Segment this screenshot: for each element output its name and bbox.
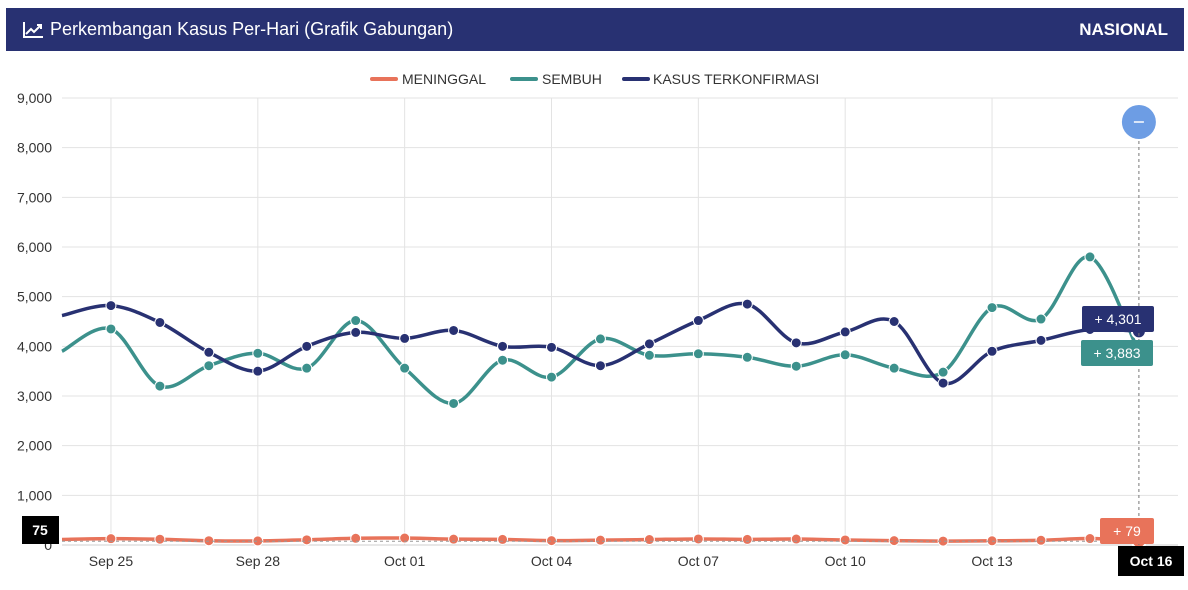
y-tick-label: 7,000	[17, 189, 52, 205]
legend-label: MENINGGAL	[402, 71, 486, 87]
sembuh-point	[1035, 313, 1047, 325]
scope-label: NASIONAL	[1079, 20, 1168, 39]
y-tick-label: 4,000	[17, 338, 52, 354]
sembuh-point	[546, 371, 557, 383]
x-tick-label: Sep 25	[89, 553, 134, 569]
line-chart-icon	[23, 21, 43, 38]
x-tick-label: Oct 13	[971, 553, 1012, 569]
sembuh-point	[741, 351, 753, 363]
kasus-terkonfirmasi-point	[546, 341, 557, 353]
kasus-terkonfirmasi-point	[105, 300, 117, 312]
tooltip-box	[1081, 340, 1153, 366]
y-tick-label: 6,000	[17, 239, 52, 255]
sembuh-point	[154, 380, 166, 392]
kasus-terkonfirmasi-point	[741, 298, 753, 310]
meninggal-point	[790, 533, 802, 545]
meninggal-point	[839, 534, 851, 546]
kasus-terkonfirmasi-point	[790, 337, 802, 349]
kasus-terkonfirmasi-point	[154, 316, 166, 328]
y-tick-label: 9,000	[17, 90, 52, 106]
legend-label: KASUS TERKONFIRMASI	[653, 71, 819, 87]
meninggal-point	[105, 533, 117, 545]
tooltip-box	[1082, 306, 1154, 332]
crosshair-x-label: Oct 16	[1130, 553, 1173, 569]
y-tick-label: 1,000	[17, 487, 52, 503]
sembuh-point	[790, 360, 802, 372]
tooltip-value: + 4,301	[1094, 311, 1141, 327]
tooltip-value: + 3,883	[1093, 345, 1140, 361]
sembuh-point	[301, 362, 313, 374]
x-tick-label: Sep 28	[236, 553, 281, 569]
meninggal-point	[154, 533, 166, 545]
sembuh-point	[252, 347, 264, 359]
sembuh-point	[105, 323, 117, 335]
crosshair-y-label: 75	[32, 522, 48, 538]
x-tick-label: Oct 10	[825, 553, 866, 569]
kasus-terkonfirmasi-point	[643, 338, 655, 350]
x-tick-label: Oct 07	[678, 553, 719, 569]
x-tick-label: Oct 04	[531, 553, 572, 569]
crosshair-y-label-box	[22, 516, 59, 544]
meninggal-point	[1035, 534, 1047, 546]
kasus-terkonfirmasi-point	[937, 377, 949, 389]
meninggal-point	[203, 535, 215, 547]
x-tick-label: Oct 01	[384, 553, 425, 569]
y-tick-label: 3,000	[17, 388, 52, 404]
kasus-terkonfirmasi-point	[692, 315, 704, 327]
kasus-terkonfirmasi-point	[203, 346, 215, 358]
kasus-terkonfirmasi-line	[61, 301, 1139, 386]
y-tick-label: 2,000	[17, 438, 52, 454]
sembuh-point	[497, 354, 509, 366]
kasus-terkonfirmasi-point	[888, 316, 900, 327]
legend-label: SEMBUH	[542, 71, 602, 87]
y-tick-label: 5,000	[17, 289, 52, 305]
chart-title: Perkembangan Kasus Per-Hari (Grafik Gabu…	[50, 19, 454, 39]
crosshair-x-label-box	[1118, 546, 1184, 576]
y-tick-label: 8,000	[17, 140, 52, 156]
sembuh-point	[839, 349, 851, 361]
sembuh-point	[986, 302, 998, 314]
sembuh-point	[888, 362, 900, 374]
kasus-terkonfirmasi-point	[448, 324, 460, 336]
meninggal-point	[497, 533, 509, 545]
zoom-out-button[interactable]	[1121, 105, 1156, 139]
sembuh-point	[643, 349, 655, 361]
sembuh-point	[399, 362, 411, 374]
meninggal-point	[888, 535, 900, 547]
meninggal-point	[643, 534, 655, 546]
kasus-terkonfirmasi-point	[839, 326, 851, 338]
meninggal-point	[594, 534, 606, 546]
y-tick-label: 0	[44, 537, 52, 553]
kasus-terkonfirmasi-point	[252, 365, 264, 377]
kasus-terkonfirmasi-point	[301, 340, 313, 352]
meninggal-point	[692, 533, 704, 545]
kasus-terkonfirmasi-point	[497, 340, 509, 352]
meninggal-point	[399, 532, 411, 544]
sembuh-point	[1084, 251, 1096, 263]
sembuh-point	[692, 348, 704, 360]
kasus-terkonfirmasi-point	[594, 360, 606, 372]
meninggal-point	[546, 535, 557, 547]
sembuh-point	[448, 397, 460, 409]
sembuh-point	[937, 366, 949, 378]
meninggal-point	[448, 533, 460, 545]
sembuh-point	[594, 333, 606, 345]
meninggal-point	[301, 534, 313, 546]
sembuh-point	[350, 315, 362, 327]
tooltip-value: + 79	[1113, 523, 1141, 539]
chart-title-group: Perkembangan Kasus Per-Hari (Grafik Gabu…	[22, 8, 453, 51]
kasus-terkonfirmasi-point	[986, 345, 998, 357]
tooltip-box	[1100, 518, 1154, 544]
sembuh-line	[61, 255, 1141, 406]
meninggal-point	[350, 532, 362, 544]
sembuh-point	[203, 360, 215, 372]
meninggal-point	[1084, 533, 1096, 545]
kasus-terkonfirmasi-point	[1035, 334, 1047, 346]
kasus-terkonfirmasi-point	[399, 332, 411, 344]
kasus-terkonfirmasi-point	[350, 326, 362, 338]
meninggal-point	[741, 533, 753, 545]
chart-header: Perkembangan Kasus Per-Hari (Grafik Gabu…	[6, 8, 1184, 51]
combined-line-chart: 0 1,000 2,000 3,000 4,000 5,000 6,000 7,000 8,00…	[17, 71, 1184, 576]
